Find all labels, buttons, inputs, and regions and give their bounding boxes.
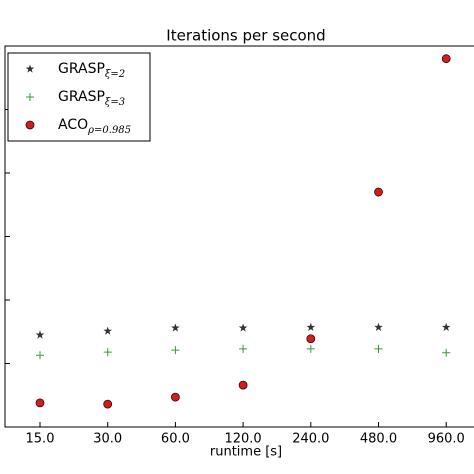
legend-subscript: ρ=0.985 — [87, 125, 131, 136]
x-tick-label: 120.0 — [224, 432, 261, 447]
x-tick-label: 30.0 — [93, 432, 122, 447]
x-tick-label: 240.0 — [292, 432, 329, 447]
legend-name: GRASP — [58, 61, 105, 77]
legend-subscript: ξ=3 — [105, 97, 125, 108]
legend-marker — [26, 93, 34, 101]
legend-subscript: ξ=2 — [105, 69, 125, 80]
circle-marker — [170, 392, 180, 402]
plus-marker — [374, 344, 383, 353]
circle-marker — [374, 187, 383, 197]
plus-marker — [306, 344, 315, 353]
chart-title: Iterations per second — [166, 27, 325, 45]
plus-marker — [442, 348, 451, 357]
legend-name: ACO — [58, 117, 88, 133]
x-axis-label: runtime [s] — [210, 445, 282, 460]
legend-label: GRASPξ=2 — [58, 61, 125, 80]
star-marker — [35, 330, 45, 339]
plus-marker — [36, 351, 44, 360]
star-marker — [171, 323, 180, 332]
legend-marker — [25, 120, 35, 130]
circle-marker — [35, 398, 45, 408]
plus-marker — [171, 346, 180, 355]
star-marker — [238, 323, 248, 332]
x-tick-label: 60.0 — [161, 432, 190, 447]
legend-marker — [25, 64, 35, 73]
star-marker — [103, 326, 112, 335]
circle-marker — [103, 399, 113, 409]
star-marker — [441, 322, 451, 331]
circle-marker — [238, 380, 248, 390]
x-tick-label: 480.0 — [360, 432, 397, 447]
x-tick-label: 15.0 — [26, 432, 55, 447]
legend-label: GRASPξ=3 — [58, 89, 125, 108]
circle-marker — [306, 334, 316, 344]
legend-name: GRASP — [58, 89, 105, 105]
star-marker — [306, 322, 316, 331]
circle-marker — [441, 54, 451, 64]
star-marker — [374, 322, 383, 331]
x-tick-label: 960.0 — [428, 432, 465, 447]
plus-marker — [239, 344, 248, 353]
legend-label: ACOρ=0.985 — [58, 117, 131, 136]
plus-marker — [103, 348, 112, 357]
